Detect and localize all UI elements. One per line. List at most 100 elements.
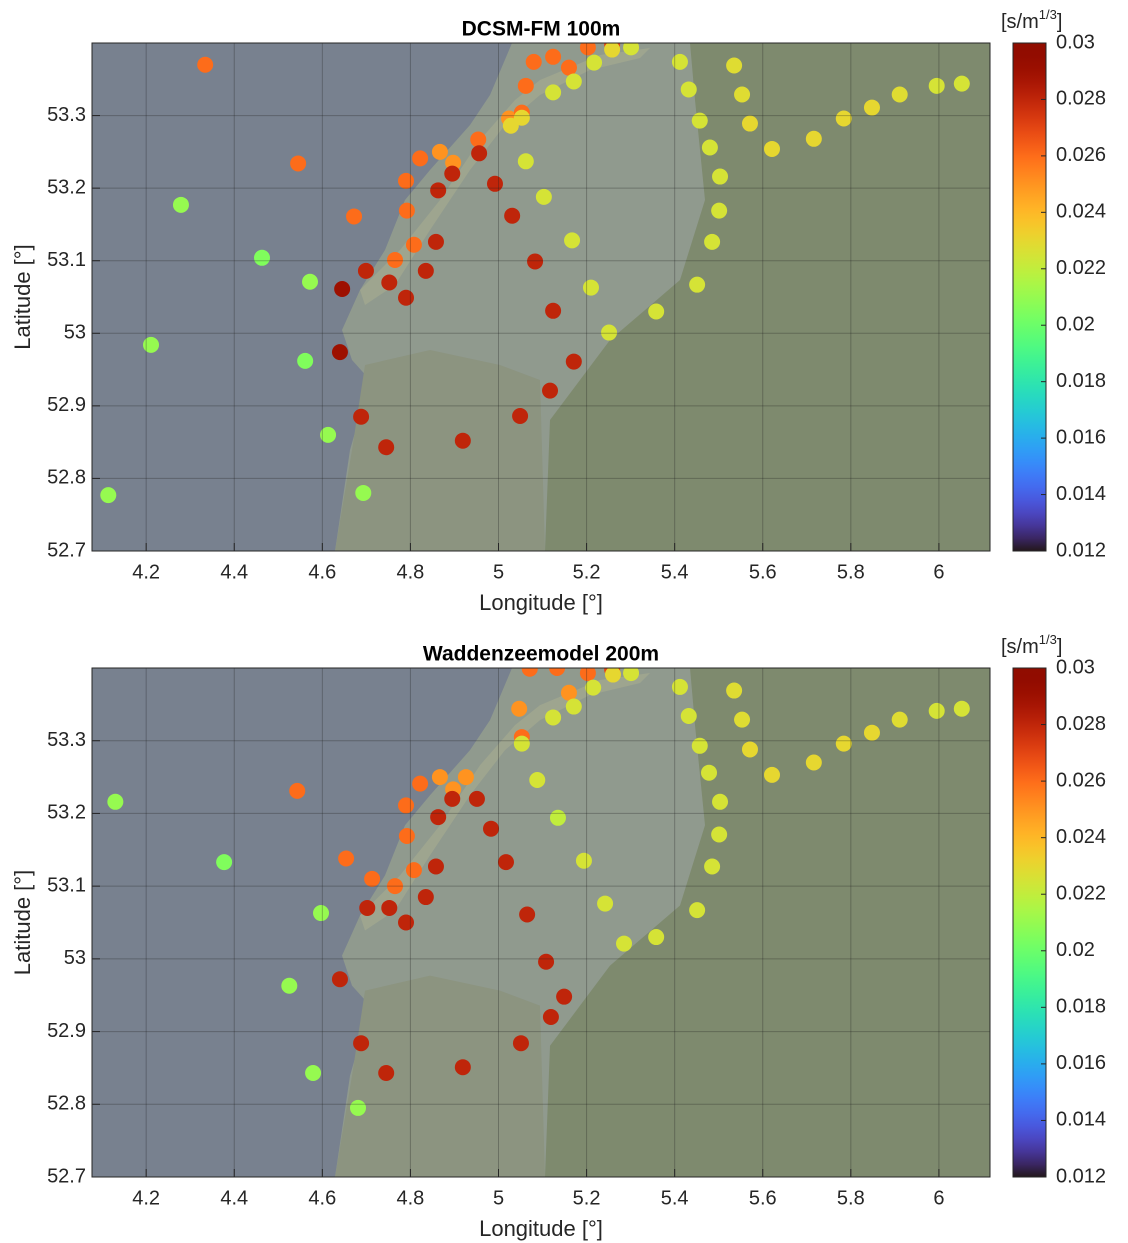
station-point [597, 896, 613, 912]
station-point [864, 100, 880, 116]
station-point [543, 1009, 559, 1025]
station-point [689, 902, 705, 918]
x-tick-label: 4.8 [397, 561, 425, 583]
station-point [836, 110, 852, 126]
station-point [412, 776, 428, 792]
station-point [430, 809, 446, 825]
station-point [487, 176, 503, 192]
station-point [513, 1035, 529, 1051]
colorbar-tick-label: 0.018 [1056, 370, 1106, 392]
station-point [545, 303, 561, 319]
station-point [545, 49, 561, 65]
station-point [580, 39, 596, 55]
station-point [378, 439, 394, 455]
x-tick-label: 5.2 [573, 561, 601, 583]
station-point [399, 828, 415, 844]
station-point [504, 208, 520, 224]
x-tick-label: 5 [493, 561, 504, 583]
station-point [216, 854, 232, 870]
station-point [734, 87, 750, 103]
chart-title: Waddenzeemodel 200m [423, 643, 659, 666]
station-point [281, 978, 297, 994]
station-point [518, 78, 534, 94]
station-point [302, 274, 318, 290]
station-point [418, 889, 434, 905]
station-point [432, 769, 448, 785]
station-point [387, 252, 403, 268]
y-tick-label: 52.9 [47, 1020, 86, 1042]
station-point [702, 140, 718, 156]
y-tick-label: 52.9 [47, 394, 86, 416]
colorbar-tick-label: 0.03 [1056, 656, 1095, 678]
station-point [511, 701, 527, 717]
station-point [399, 203, 415, 219]
station-point [289, 783, 305, 799]
station-point [561, 685, 577, 701]
station-point [734, 712, 750, 728]
station-point [585, 680, 601, 696]
x-tick-label: 4.2 [132, 1187, 160, 1209]
station-point [332, 344, 348, 360]
station-point [346, 208, 362, 224]
station-point [566, 73, 582, 89]
colorbar-tick-label: 0.03 [1056, 31, 1095, 53]
station-point [398, 290, 414, 306]
station-point [864, 725, 880, 741]
station-point [514, 110, 530, 126]
station-point [929, 703, 945, 719]
colorbar-tick-label: 0.022 [1056, 257, 1106, 279]
station-point [712, 169, 728, 185]
station-point [704, 234, 720, 250]
colorbar-label: [s/m1/3] [1001, 632, 1062, 658]
station-point [432, 144, 448, 160]
station-point [648, 929, 664, 945]
station-point [334, 281, 350, 297]
station-point [418, 263, 434, 279]
y-tick-label: 52.8 [47, 1093, 86, 1115]
station-point [711, 203, 727, 219]
station-point [564, 232, 580, 248]
station-point [681, 708, 697, 724]
colorbar-tick-label: 0.012 [1056, 1165, 1106, 1187]
station-point [398, 915, 414, 931]
x-tick-label: 5.6 [749, 561, 777, 583]
colorbar-tick-label: 0.014 [1056, 1109, 1106, 1131]
station-point [353, 1035, 369, 1051]
colorbar-tick-label: 0.018 [1056, 996, 1106, 1018]
colorbar-label: [s/m1/3] [1001, 7, 1062, 33]
x-tick-label: 4.4 [220, 1187, 248, 1209]
figure: 4.24.44.64.855.25.45.65.8652.752.852.953… [0, 0, 1128, 1243]
colorbar-tick-label: 0.02 [1056, 314, 1095, 336]
colorbar [1013, 668, 1046, 1177]
colorbar-tick-label: 0.012 [1056, 539, 1106, 561]
station-point [338, 851, 354, 867]
station-point [455, 433, 471, 449]
station-point [359, 900, 375, 916]
station-point [550, 810, 566, 826]
x-tick-label: 5.4 [661, 1187, 689, 1209]
station-point [892, 87, 908, 103]
x-tick-label: 4.8 [397, 1187, 425, 1209]
station-point [458, 769, 474, 785]
y-tick-label: 53 [64, 947, 86, 969]
station-point [197, 57, 213, 73]
x-tick-label: 6 [933, 561, 944, 583]
station-point [430, 182, 446, 198]
station-point [692, 113, 708, 129]
station-point [704, 859, 720, 875]
station-point [143, 337, 159, 353]
station-point [428, 234, 444, 250]
colorbar-tick-label: 0.028 [1056, 88, 1106, 110]
colorbar-tick-label: 0.014 [1056, 483, 1106, 505]
station-point [711, 827, 727, 843]
station-point [689, 277, 705, 293]
y-tick-label: 53.3 [47, 104, 86, 126]
station-point [173, 197, 189, 213]
y-axis-label: Latitude [°] [10, 870, 35, 975]
x-tick-label: 5.8 [837, 561, 865, 583]
station-point [471, 145, 487, 161]
map-background [92, 36, 990, 551]
station-point [623, 665, 639, 681]
station-point [726, 683, 742, 699]
station-point [566, 699, 582, 715]
